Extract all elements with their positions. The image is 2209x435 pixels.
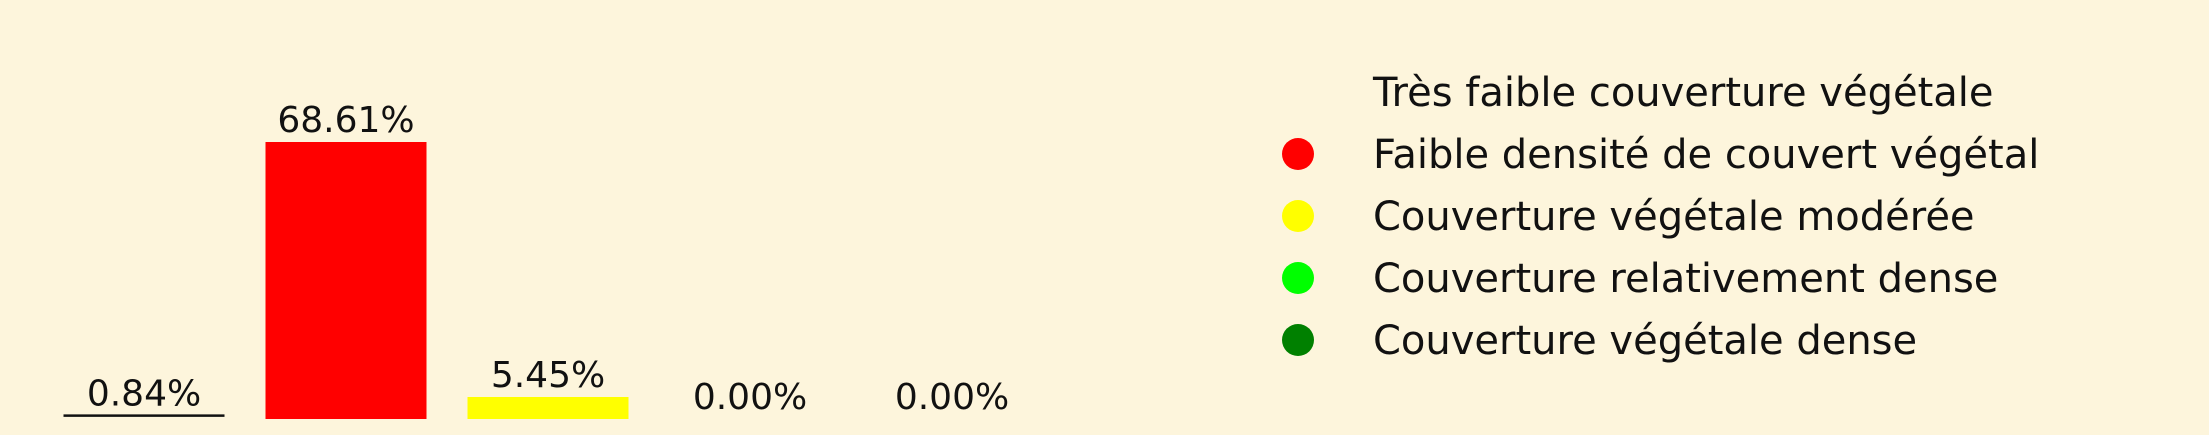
bar-1 bbox=[265, 142, 427, 419]
data-label-0: 0.84% bbox=[87, 374, 201, 415]
legend-label-0: Très faible couverture végétale bbox=[1372, 70, 1994, 116]
data-labels-layer: 0.84% 68.61% 5.45% 0.00% 0.00% bbox=[87, 100, 1009, 418]
legend-marker-2 bbox=[1282, 200, 1314, 232]
bar-2 bbox=[467, 396, 629, 419]
legend-marker-3 bbox=[1282, 262, 1314, 294]
bar-0 bbox=[63, 415, 225, 419]
data-label-2: 5.45% bbox=[491, 355, 605, 396]
data-label-1: 68.61% bbox=[277, 100, 414, 141]
legend-marker-0 bbox=[1282, 76, 1314, 108]
legend-marker-1 bbox=[1282, 138, 1314, 170]
data-label-3: 0.00% bbox=[693, 377, 807, 418]
legend-label-2: Couverture végétale modérée bbox=[1373, 194, 1975, 240]
legend-label-3: Couverture relativement dense bbox=[1373, 256, 1998, 302]
legend-marker-4 bbox=[1282, 324, 1314, 356]
legend-label-1: Faible densité de couvert végétal bbox=[1373, 132, 2039, 178]
bars-layer bbox=[63, 142, 629, 419]
data-label-4: 0.00% bbox=[895, 377, 1009, 418]
legend: Très faible couverture végétale Faible de… bbox=[1282, 70, 2039, 364]
legend-label-4: Couverture végétale dense bbox=[1373, 318, 1917, 364]
